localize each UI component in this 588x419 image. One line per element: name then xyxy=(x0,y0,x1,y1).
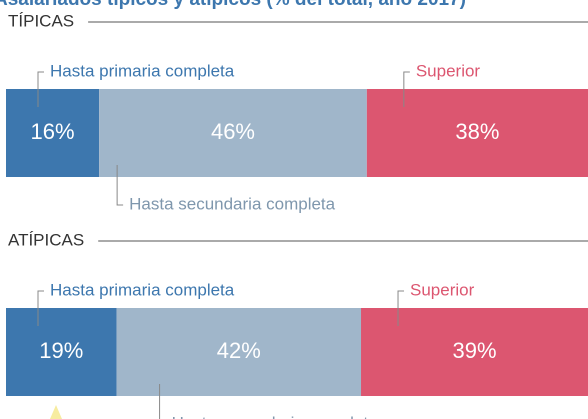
label-leader xyxy=(116,165,124,206)
bar-segment xyxy=(361,308,588,396)
value-label: 38% xyxy=(455,119,499,144)
bar-segment xyxy=(6,308,117,396)
bar-segment xyxy=(6,89,100,177)
series-label: Superior xyxy=(410,280,475,299)
section-header: TÍPICAS xyxy=(8,11,74,30)
value-label: 16% xyxy=(31,119,75,144)
value-label: 19% xyxy=(39,338,83,363)
label-leader xyxy=(37,71,44,107)
label-leader xyxy=(397,290,405,326)
series-label: Hasta primaria completa xyxy=(50,280,235,299)
series-label: Hasta secundaria completa xyxy=(172,413,379,419)
value-label: 42% xyxy=(217,338,261,363)
bar-segment xyxy=(116,308,362,396)
label-leader xyxy=(37,290,44,326)
series-label: Superior xyxy=(416,61,481,80)
label-leader xyxy=(403,71,410,107)
label-leader xyxy=(159,384,161,419)
series-label: Hasta primaria completa xyxy=(50,61,235,80)
value-label: 39% xyxy=(452,338,496,363)
bar-segment xyxy=(99,89,367,177)
decoration xyxy=(50,405,62,419)
section-header: ATÍPICAS xyxy=(8,230,84,249)
value-label: 46% xyxy=(211,119,255,144)
chart-title: Asalariados típicos y atípicos (% del to… xyxy=(0,0,466,10)
series-label: Hasta secundaria completa xyxy=(129,194,336,213)
